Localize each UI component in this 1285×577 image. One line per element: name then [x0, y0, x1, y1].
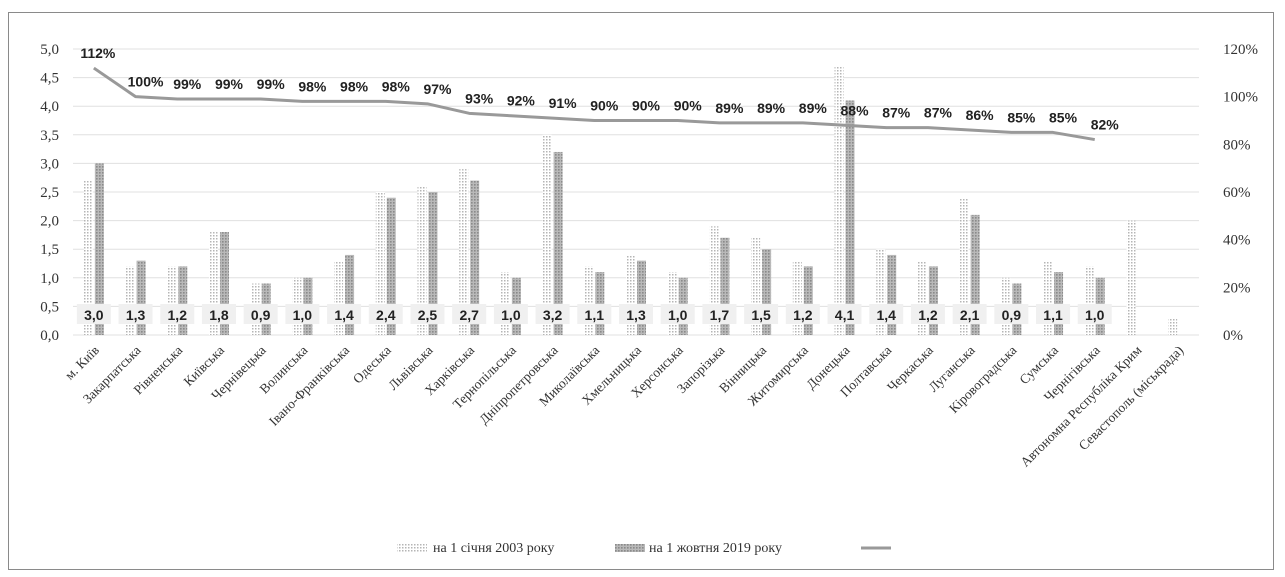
- bar-2019: [595, 272, 604, 335]
- bar-2019: [929, 266, 938, 335]
- bar-value-label: 2,5: [418, 307, 438, 323]
- chart-frame: 0,0 0,5 1,0 1,5 2,0 2,5 3,0 3,5 4,0 4,5 5,0 0% 20% 4…: [8, 12, 1274, 570]
- y-left-tick-label: 2,0: [40, 214, 59, 230]
- bar-value-label: 1,0: [668, 307, 688, 323]
- ratio-label: 90%: [632, 98, 661, 114]
- legend-swatch-2003: [397, 544, 427, 552]
- ratio-label: 89%: [799, 100, 828, 116]
- ratio-label: 98%: [340, 78, 369, 94]
- bar-value-label: 3,2: [543, 307, 563, 323]
- y-right-tick-label: 20%: [1223, 280, 1251, 296]
- bar-value-label: 4,1: [835, 307, 855, 323]
- bar-2003: [1168, 318, 1177, 335]
- ratio-label: 87%: [882, 105, 911, 121]
- bar-value-label: 2,7: [459, 307, 479, 323]
- y-left-tick-label: 1,0: [40, 271, 59, 287]
- bar-value-label: 1,5: [751, 307, 771, 323]
- legend-label-2019: на 1 жовтня 2019 року: [649, 541, 782, 556]
- category-label: Івано-Франківська: [266, 343, 352, 429]
- y-left-tick-label: 1,5: [40, 242, 59, 258]
- y-left-tick-label: 3,5: [40, 128, 59, 144]
- y-axis-right: 0% 20% 40% 60% 80% 100% 120%: [1223, 42, 1258, 344]
- y-left-tick-label: 4,0: [40, 99, 59, 115]
- bar-2019: [1054, 272, 1063, 335]
- bar-value-label: 1,7: [710, 307, 730, 323]
- ratio-label: 89%: [715, 100, 744, 116]
- bar-value-label: 1,4: [334, 307, 354, 323]
- bar-value-label: 1,1: [585, 307, 605, 323]
- ratio-label: 98%: [298, 78, 327, 94]
- bar-value-label: 1,0: [293, 307, 313, 323]
- ratio-label: 98%: [382, 78, 411, 94]
- ratio-label: 85%: [1007, 109, 1036, 125]
- bar-value-label: 1,2: [168, 307, 188, 323]
- bar-value-labels: 3,0 1,3 1,2 1,8 0,9 1,0 1,4 2,4 2,5 2,7 1,0 3,2 1,1 1…: [77, 304, 1112, 324]
- ratio-label: 87%: [924, 105, 953, 121]
- ratio-label: 91%: [549, 95, 578, 111]
- bar-2003: [1085, 266, 1094, 335]
- ratio-label: 97%: [423, 81, 452, 97]
- ratio-label: 86%: [966, 107, 995, 123]
- bar-value-label: 1,1: [1043, 307, 1063, 323]
- legend: на 1 січня 2003 року на 1 жовтня 2019 рок…: [397, 541, 891, 556]
- ratio-label: 99%: [173, 76, 202, 92]
- y-left-tick-label: 2,5: [40, 185, 59, 201]
- bar-2019: [804, 266, 813, 335]
- bar-value-label: 1,8: [209, 307, 229, 323]
- ratio-label: 85%: [1049, 109, 1078, 125]
- bar-2003: [126, 266, 135, 335]
- category-label: м. Київ: [62, 343, 102, 383]
- bar-2003: [584, 266, 593, 335]
- ratio-label: 99%: [215, 76, 244, 92]
- legend-swatch-2019: [615, 544, 645, 552]
- y-left-tick-label: 0,0: [40, 328, 59, 344]
- bar-value-label: 2,4: [376, 307, 396, 323]
- bar-2003: [167, 266, 176, 335]
- y-left-tick-label: 0,5: [40, 299, 59, 315]
- ratio-label: 90%: [590, 98, 619, 114]
- y-right-tick-label: 60%: [1223, 185, 1251, 201]
- y-left-tick-label: 4,5: [40, 71, 59, 87]
- bar-2003: [668, 272, 677, 335]
- bar-value-label: 1,3: [126, 307, 146, 323]
- ratio-label: 112%: [80, 45, 116, 61]
- y-left-tick-label: 3,0: [40, 156, 59, 172]
- legend-label-2003: на 1 січня 2003 року: [433, 541, 554, 556]
- bar-value-label: 1,0: [1085, 307, 1105, 323]
- x-axis-categories: м. КиївЗакарпатськаРівненськаКиївськаЧер…: [62, 342, 1186, 469]
- ratio-label: 89%: [757, 100, 786, 116]
- bar-value-label: 1,0: [501, 307, 521, 323]
- bar-2019: [178, 266, 187, 335]
- y-left-tick-label: 5,0: [40, 42, 59, 58]
- y-right-tick-label: 40%: [1223, 233, 1251, 249]
- bar-2019: [846, 100, 855, 335]
- bar-value-label: 1,4: [876, 307, 896, 323]
- ratio-label: 90%: [674, 98, 703, 114]
- bar-2003: [501, 272, 510, 335]
- y-right-tick-label: 0%: [1223, 328, 1243, 344]
- ratio-label: 92%: [507, 93, 536, 109]
- ratio-label: 88%: [841, 102, 870, 118]
- y-axis-left: 0,0 0,5 1,0 1,5 2,0 2,5 3,0 3,5 4,0 4,5 5,0: [40, 42, 59, 344]
- y-right-tick-label: 120%: [1223, 42, 1258, 58]
- ratio-label: 93%: [465, 90, 494, 106]
- bar-2003: [1126, 221, 1135, 335]
- y-right-tick-label: 100%: [1223, 90, 1258, 106]
- bar-value-label: 1,2: [793, 307, 813, 323]
- bar-value-label: 0,9: [251, 307, 271, 323]
- bar-value-label: 2,1: [960, 307, 980, 323]
- y-right-tick-label: 80%: [1223, 137, 1251, 153]
- bar-value-label: 1,3: [626, 307, 646, 323]
- ratio-label: 99%: [257, 76, 286, 92]
- combo-bar-line-chart: 0,0 0,5 1,0 1,5 2,0 2,5 3,0 3,5 4,0 4,5 5,0 0% 20% 4…: [9, 13, 1275, 571]
- bar-value-label: 3,0: [84, 307, 104, 323]
- bar-value-label: 1,2: [918, 307, 938, 323]
- ratio-label: 100%: [128, 74, 164, 90]
- category-label: Дніпропетровська: [476, 343, 560, 427]
- ratio-label: 82%: [1091, 117, 1120, 133]
- bar-value-label: 0,9: [1002, 307, 1022, 323]
